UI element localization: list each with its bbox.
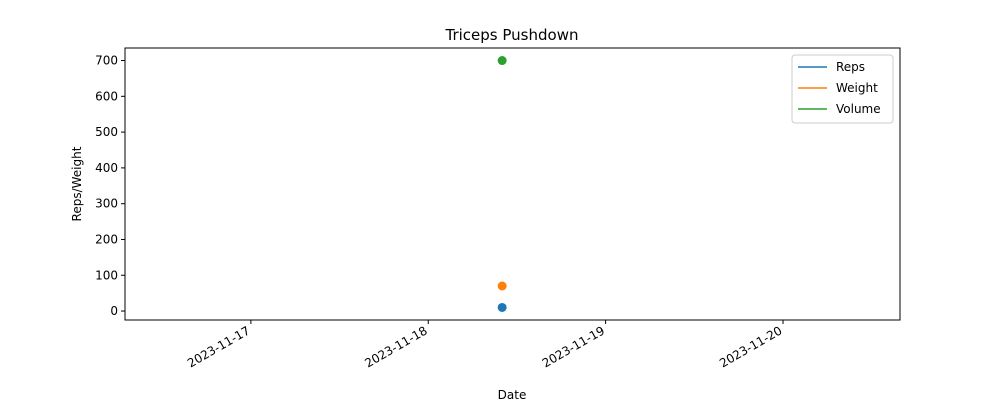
y-tick-label: 100 [95,268,118,282]
legend: Reps Weight Volume [791,54,894,124]
x-tick-label: 2023-11-18 [362,323,429,370]
data-points [497,56,507,312]
y-axis-label: Reps/Weight [70,146,84,221]
y-tick-label: 700 [95,54,118,68]
x-tick-label: 2023-11-20 [717,323,784,370]
legend-label-weight: Weight [836,81,878,95]
data-point-reps [497,302,507,312]
data-point-weight [497,281,507,291]
y-tick-label: 500 [95,125,118,139]
legend-label-reps: Reps [836,60,865,74]
x-tick-label: 2023-11-17 [185,323,252,370]
x-tick-label: 2023-11-19 [540,323,607,370]
x-axis: 2023-11-17 2023-11-18 2023-11-19 2023-11-20 [185,320,784,370]
legend-box [791,54,894,124]
x-axis-label: Date [498,388,527,400]
plot-area [124,47,901,321]
y-axis: 0 100 200 300 400 500 600 700 [95,54,125,318]
chart-title: Triceps Pushdown [445,26,579,44]
data-point-volume [497,56,507,66]
y-tick-label: 600 [95,89,118,103]
y-tick-label: 400 [95,161,118,175]
y-tick-label: 0 [110,304,118,318]
legend-label-volume: Volume [836,102,881,116]
y-tick-label: 300 [95,197,118,211]
y-tick-label: 200 [95,232,118,246]
